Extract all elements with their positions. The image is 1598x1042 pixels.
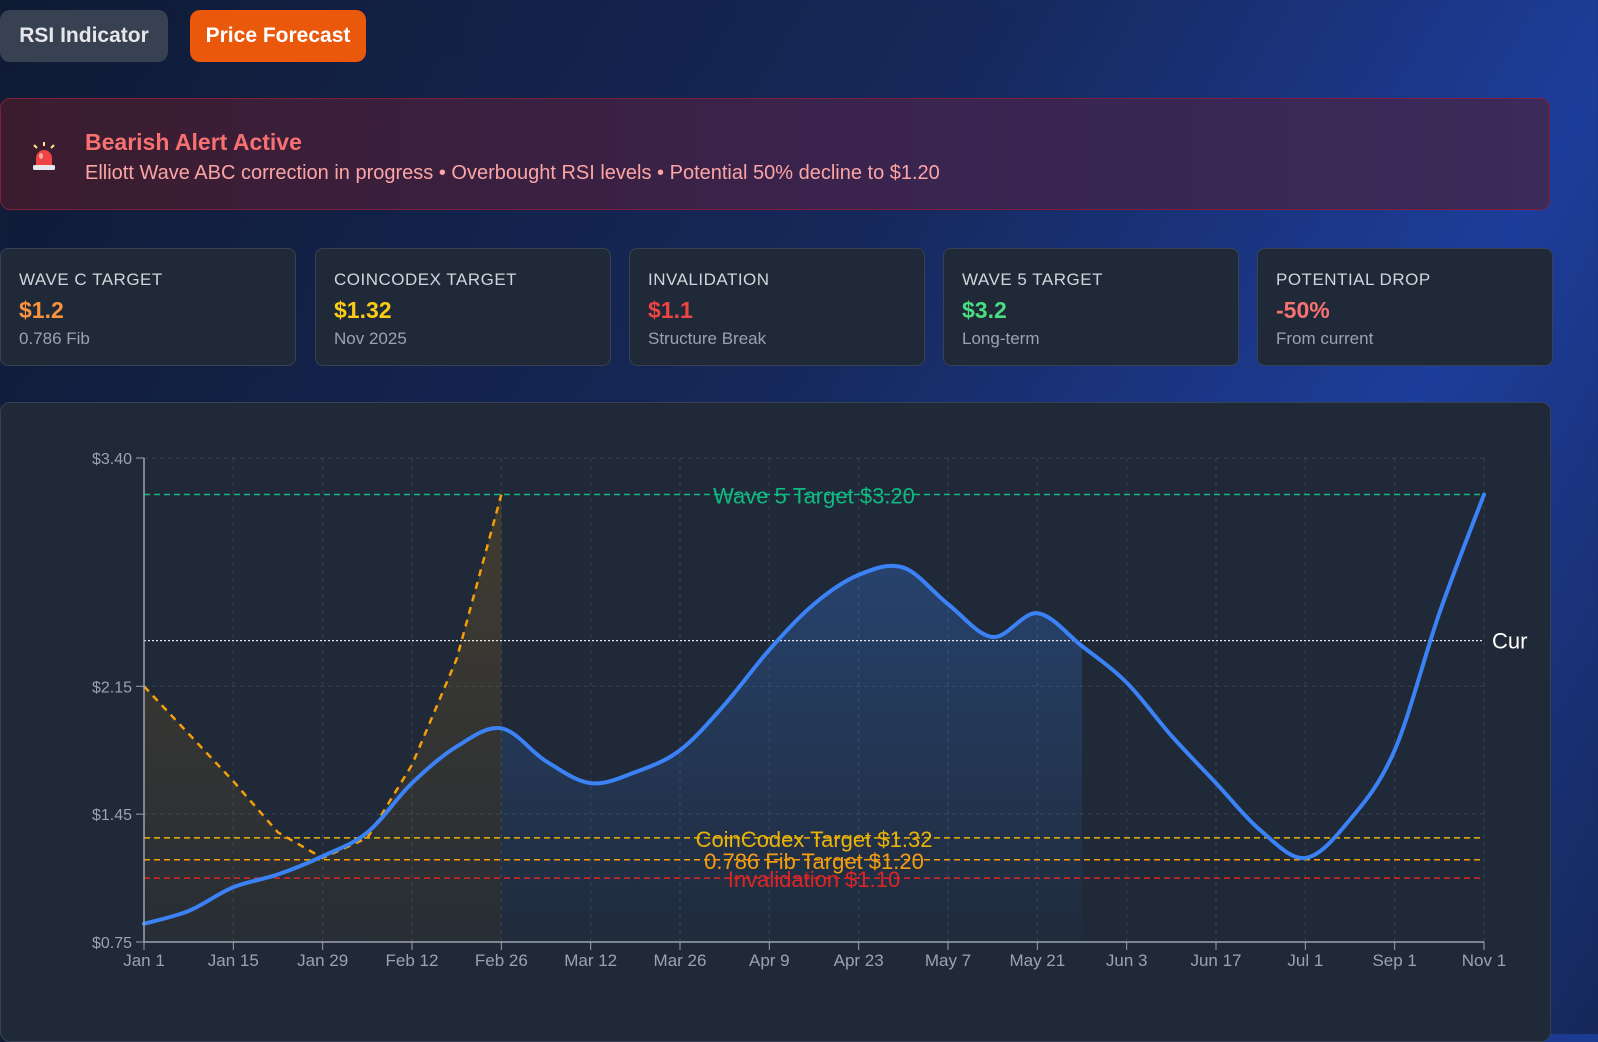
reference-line-label: Invalidation $1.10 [728, 867, 900, 892]
card-label: WAVE 5 TARGET [962, 270, 1103, 289]
card-value: $1.2 [19, 297, 64, 323]
tab-rsi-indicator[interactable]: RSI Indicator [0, 10, 168, 62]
card-label: INVALIDATION [648, 270, 770, 289]
tab-price-forecast[interactable]: Price Forecast [190, 10, 366, 62]
reference-line-label: Cur [1492, 629, 1527, 654]
x-tick-label: Apr 9 [749, 951, 790, 970]
x-tick-label: Jul 1 [1287, 951, 1323, 970]
card-label: WAVE C TARGET [19, 270, 163, 289]
x-tick-label: Jun 3 [1106, 951, 1148, 970]
x-tick-label: Apr 23 [834, 951, 884, 970]
y-tick-label: $1.45 [92, 807, 132, 824]
alert-message: Elliott Wave ABC correction in progress … [85, 162, 940, 184]
card-value: $3.2 [962, 297, 1007, 323]
x-tick-label: Feb 26 [475, 951, 528, 970]
price-area-fill [501, 565, 1082, 942]
card-subtext: Long-term [962, 329, 1040, 348]
card-label: POTENTIAL DROP [1276, 270, 1431, 289]
price-forecast-chart-panel: Wave 5 Target $3.20 Cur CoinCodex Target $… [0, 402, 1551, 1042]
card-subtext: Nov 2025 [334, 329, 407, 348]
y-tick-label: $0.75 [92, 935, 132, 952]
siren-icon [31, 141, 57, 178]
card-coincodex-target: COINCODEX TARGET $1.32 Nov 2025 [315, 248, 611, 366]
tab-bar: RSI Indicator Price Forecast [0, 10, 366, 62]
card-value: -50% [1276, 297, 1330, 323]
card-subtext: From current [1276, 329, 1374, 348]
card-potential-drop: POTENTIAL DROP -50% From current [1257, 248, 1553, 366]
x-tick-label: Feb 12 [386, 951, 439, 970]
projection-area-fill [144, 494, 502, 942]
y-tick-label: $2.15 [92, 679, 132, 696]
x-tick-label: Mar 26 [654, 951, 707, 970]
card-subtext: 0.786 Fib [19, 329, 90, 348]
card-wave-5-target: WAVE 5 TARGET $3.2 Long-term [943, 248, 1239, 366]
reference-line-label: 0.786 Fib Target $1.20 [704, 849, 924, 874]
x-tick-label: May 7 [925, 951, 971, 970]
price-forecast-chart: Wave 5 Target $3.20 Cur CoinCodex Target $… [92, 451, 1528, 970]
x-tick-label: Mar 12 [564, 951, 617, 970]
x-tick-label: Nov 1 [1462, 951, 1506, 970]
x-tick-label: Sep 1 [1372, 951, 1416, 970]
alert-title: Bearish Alert Active [85, 129, 302, 155]
reference-line-label: CoinCodex Target $1.32 [696, 827, 933, 852]
card-value: $1.1 [648, 297, 693, 323]
x-tick-label: Jan 29 [297, 951, 348, 970]
card-invalidation: INVALIDATION $1.1 Structure Break [629, 248, 925, 366]
x-tick-label: Jan 15 [208, 951, 259, 970]
card-wave-c-target: WAVE C TARGET $1.2 0.786 Fib [0, 248, 296, 366]
price-line [142, 492, 1486, 926]
card-label: COINCODEX TARGET [334, 270, 518, 289]
bearish-alert-banner: Bearish Alert Active Elliott Wave ABC co… [0, 98, 1550, 210]
x-tick-label: Jan 1 [123, 951, 165, 970]
card-value: $1.32 [334, 297, 392, 323]
x-tick-label: May 21 [1009, 951, 1065, 970]
reference-line-label: Wave 5 Target $3.20 [713, 484, 915, 509]
card-subtext: Structure Break [648, 329, 767, 348]
x-tick-label: Jun 17 [1190, 951, 1241, 970]
y-tick-label: $3.40 [92, 451, 132, 468]
